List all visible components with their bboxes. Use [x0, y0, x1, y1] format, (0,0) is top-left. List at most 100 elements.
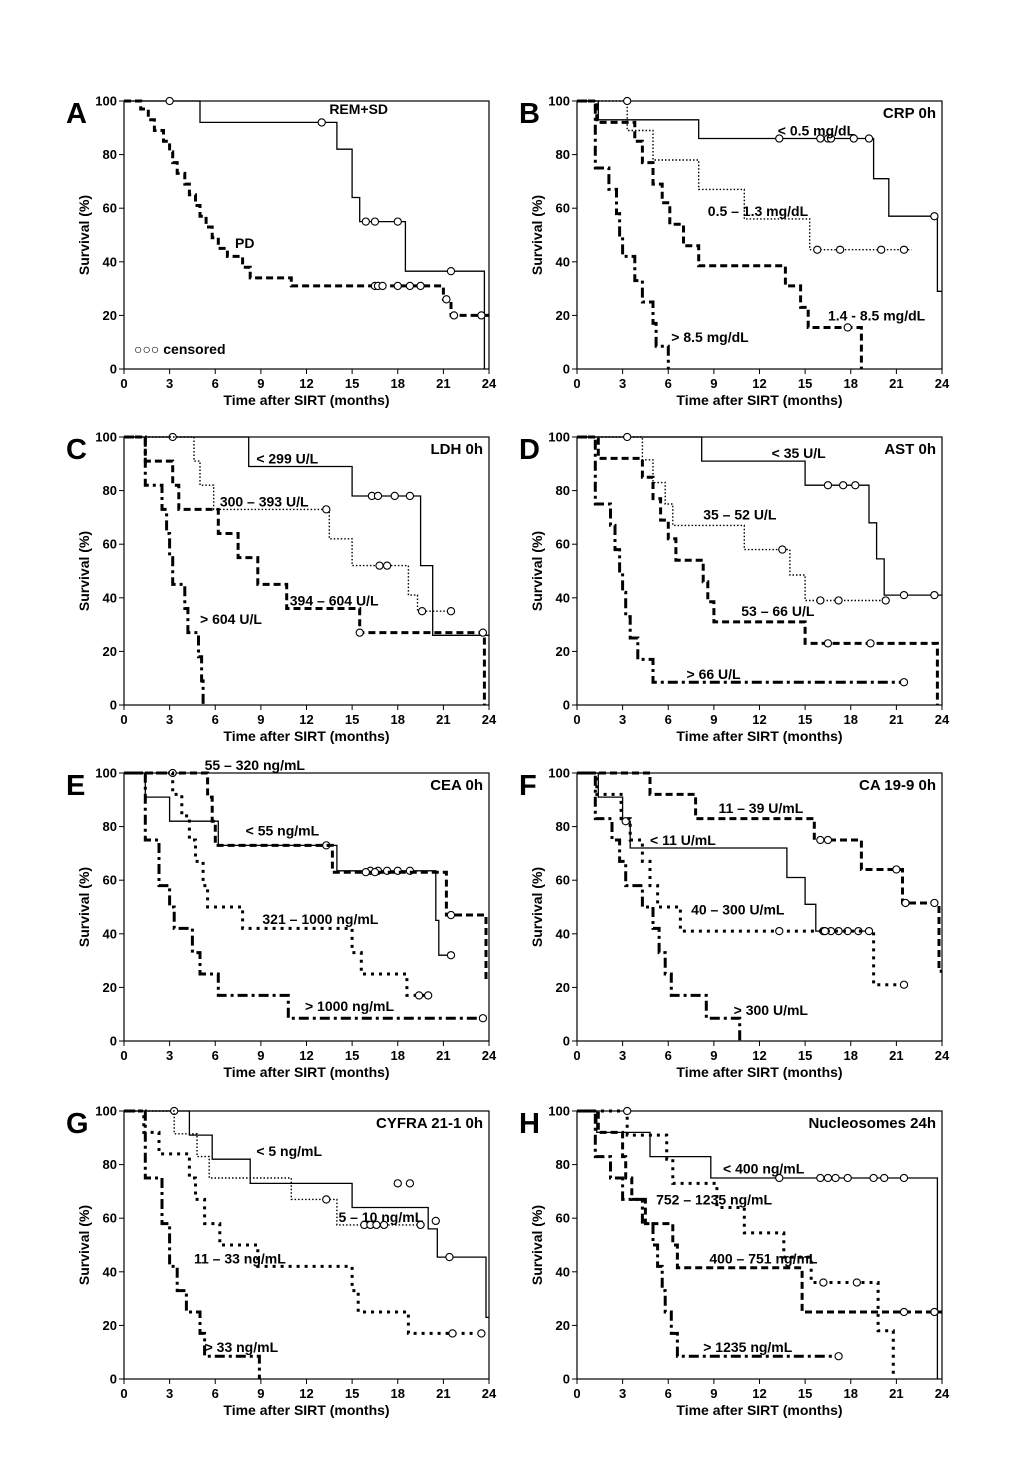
panel-letter: B — [519, 98, 540, 130]
censor-mark — [405, 491, 415, 501]
panel-letter: H — [519, 1108, 540, 1140]
y-tick-label: 60 — [556, 873, 570, 888]
survival-curve — [577, 435, 939, 705]
y-axis-label: Survival (%) — [76, 1205, 92, 1285]
censor-mark — [892, 865, 901, 874]
y-tick-label: 20 — [556, 644, 570, 659]
y-axis-label: Survival (%) — [529, 1205, 545, 1285]
y-tick-label: 60 — [556, 1211, 570, 1226]
censor-mark — [899, 1307, 909, 1317]
x-axis-label: Time after SIRT (months) — [676, 1064, 842, 1080]
panel-title: CYFRA 21-1 0h — [376, 1115, 483, 1132]
x-tick-label: 3 — [619, 712, 626, 727]
censor-mark — [478, 1014, 488, 1023]
x-tick-label: 24 — [482, 1386, 497, 1401]
series-label: 55 – 320 ng/mL — [205, 757, 306, 773]
survival-curve — [577, 1109, 839, 1358]
survival-curve — [577, 436, 886, 602]
y-tick-label: 80 — [103, 1157, 117, 1172]
x-tick-label: 0 — [120, 1386, 127, 1401]
censor-mark — [375, 561, 384, 570]
y-tick-label: 80 — [556, 819, 570, 834]
x-tick-label: 9 — [257, 712, 264, 727]
series-label: 394 – 604 U/L — [290, 592, 379, 608]
x-tick-label: 6 — [212, 712, 219, 727]
censor-mark — [823, 639, 833, 648]
series-label: < 299 U/L — [256, 450, 318, 466]
panel-title: AST 0h — [884, 441, 936, 458]
panel-d: D 0 3 6 9 12 15 18 21 24 0 20 40 60 80 100 Time after SI… — [519, 430, 950, 745]
x-tick-label: 24 — [935, 1386, 950, 1401]
y-axis-label: Survival (%) — [529, 195, 545, 275]
censor-mark — [448, 1329, 457, 1338]
plot-frame — [576, 100, 943, 370]
y-tick-label: 100 — [95, 430, 117, 445]
y-tick-label: 40 — [103, 590, 117, 605]
survival-curve — [577, 99, 670, 369]
y-tick-label: 80 — [556, 483, 570, 498]
x-axis-label: Time after SIRT (months) — [223, 1402, 389, 1418]
x-tick-label: 6 — [665, 1386, 672, 1401]
censor-mark — [816, 596, 825, 605]
series-label: 11 – 39 U/mL — [718, 800, 803, 816]
censor-mark — [899, 590, 909, 600]
y-tick-label: 40 — [556, 1264, 570, 1279]
x-tick-label: 9 — [257, 1048, 264, 1063]
panel-h: H 0 3 6 9 12 15 18 21 24 0 20 40 60 80 100 Time after SI… — [519, 1104, 950, 1419]
x-axis-label: Time after SIRT (months) — [223, 728, 389, 744]
series-label: < 0.5 mg/dL — [778, 122, 856, 138]
x-tick-label: 18 — [844, 1048, 858, 1063]
x-tick-label: 6 — [212, 376, 219, 391]
y-tick-label: 20 — [556, 1318, 570, 1333]
y-tick-label: 0 — [563, 1372, 570, 1387]
x-tick-label: 24 — [482, 1048, 497, 1063]
x-tick-label: 18 — [844, 712, 858, 727]
censor-mark — [417, 607, 427, 616]
censor-mark — [378, 281, 387, 291]
x-tick-label: 18 — [391, 376, 405, 391]
x-tick-label: 0 — [120, 376, 127, 391]
series-label: > 1235 ng/mL — [703, 1339, 793, 1355]
censor-mark — [623, 96, 632, 106]
x-tick-label: 6 — [665, 712, 672, 727]
panel-g: G 0 3 6 9 12 15 18 21 24 0 20 40 60 80 100 Time after SI… — [66, 1104, 497, 1419]
x-tick-label: 6 — [665, 376, 672, 391]
panel-letter: G — [66, 1108, 89, 1140]
series-label: 0.5 – 1.3 mg/dL — [708, 203, 809, 219]
censored-legend: ○○○ censored — [134, 341, 226, 357]
x-tick-label: 15 — [798, 1386, 812, 1401]
survival-curve — [577, 100, 912, 251]
panel-letter: D — [519, 434, 540, 466]
censor-mark — [370, 868, 380, 877]
censor-mark — [478, 628, 488, 637]
censor-mark — [899, 245, 909, 254]
censor-mark — [165, 96, 174, 106]
censor-mark — [930, 1307, 939, 1317]
censor-mark — [775, 926, 784, 936]
censor-mark — [899, 1173, 909, 1183]
series-label: > 1000 ng/mL — [305, 998, 395, 1014]
x-tick-label: 21 — [436, 712, 450, 727]
y-tick-label: 80 — [556, 147, 570, 162]
survival-curve — [577, 771, 742, 1041]
x-tick-label: 9 — [257, 376, 264, 391]
series-label: > 300 U/mL — [734, 1002, 809, 1018]
censor-mark — [823, 481, 833, 490]
survival-curve — [577, 436, 942, 596]
plot-frame — [123, 436, 490, 706]
panel-letter: E — [66, 770, 85, 802]
x-tick-label: 15 — [345, 1386, 359, 1401]
y-tick-label: 40 — [556, 254, 570, 269]
plot-frame — [123, 100, 490, 370]
x-tick-label: 0 — [120, 1048, 127, 1063]
y-tick-label: 40 — [103, 926, 117, 941]
series-label: < 400 ng/mL — [723, 1161, 805, 1177]
x-tick-label: 24 — [482, 376, 497, 391]
y-tick-label: 60 — [556, 537, 570, 552]
x-tick-label: 12 — [299, 1048, 313, 1063]
x-tick-label: 12 — [752, 1048, 766, 1063]
censor-mark — [623, 1106, 632, 1116]
y-tick-label: 20 — [103, 980, 117, 995]
censor-mark — [834, 1352, 843, 1361]
x-tick-label: 6 — [665, 1048, 672, 1063]
